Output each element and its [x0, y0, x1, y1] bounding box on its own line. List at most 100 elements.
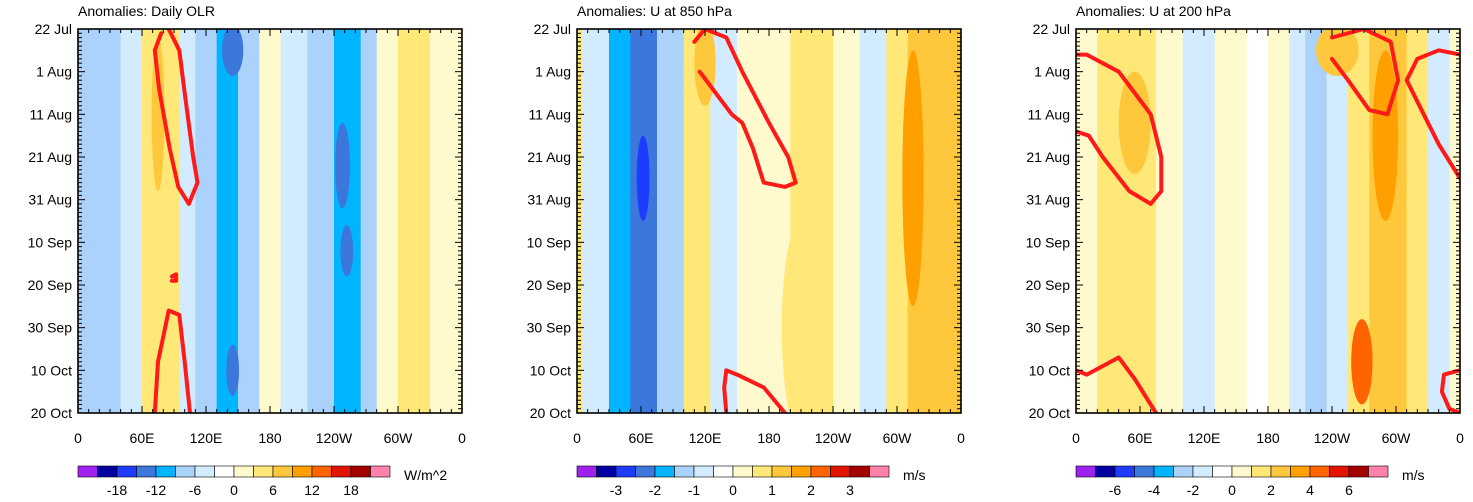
colorbar-label: -4 — [1148, 482, 1161, 497]
colorbar-swatch — [194, 465, 215, 478]
y-tick-label: 20 Sep — [1026, 277, 1071, 293]
anomaly-band — [430, 29, 462, 413]
y-tick-label: 22 Jul — [534, 21, 571, 37]
x-tick-label: 0 — [458, 430, 466, 446]
x-tick-label: 60W — [883, 430, 913, 446]
colorbar-swatch — [635, 465, 656, 478]
y-tick-label: 22 Jul — [35, 21, 72, 37]
colorbar-label: -2 — [649, 482, 662, 497]
x-tick-label: 0 — [573, 430, 581, 446]
colorbar-swatch — [1348, 465, 1369, 478]
y-tick-label: 31 Aug — [527, 192, 571, 208]
x-tick-label: 120W — [1314, 430, 1351, 446]
colorbar-label: 0 — [729, 482, 737, 497]
y-tick-label: 10 Oct — [530, 362, 571, 378]
y-tick-label: 1 Aug — [535, 64, 571, 80]
anomaly-blob — [340, 225, 354, 277]
x-tick-label: 180 — [1256, 430, 1280, 446]
colorbar-units: W/m^2 — [404, 467, 447, 483]
anomaly-blob — [1372, 50, 1399, 221]
anomaly-band — [710, 29, 738, 413]
anomaly-blob — [222, 29, 244, 76]
y-tick-label: 22 Jul — [1033, 21, 1070, 37]
x-tick-label: 120E — [1188, 430, 1221, 446]
anomaly-band — [238, 29, 260, 413]
y-tick-label: 10 Oct — [1029, 362, 1070, 378]
colorbar-swatch — [1212, 465, 1233, 478]
colorbar-swatch — [1290, 465, 1311, 478]
colorbar-label: 2 — [807, 482, 815, 497]
anomaly-band — [1326, 29, 1349, 413]
anomaly-band — [934, 29, 961, 413]
colorbar-swatch — [136, 465, 157, 478]
x-tick-label: 180 — [757, 430, 781, 446]
colorbar-swatch — [810, 465, 831, 478]
anomaly-band — [859, 29, 887, 413]
anomaly-band — [1268, 29, 1290, 413]
plot-area — [1076, 29, 1460, 413]
colorbar-label: -18 — [107, 482, 127, 497]
plot-area — [577, 29, 961, 413]
colorbar-label: 1 — [768, 482, 776, 497]
x-tick-label: 60E — [629, 430, 654, 446]
colorbar-swatch — [576, 465, 597, 478]
significance-contour — [152, 29, 200, 206]
colorbar-swatch — [791, 465, 812, 478]
colorbar: -6 -4 -2 0 2 4 6 m/s — [1075, 465, 1425, 498]
x-tick-label: 60E — [1128, 430, 1153, 446]
colorbar-swatch — [116, 465, 137, 478]
x-tick-label: 0 — [74, 430, 82, 446]
plot-area — [78, 29, 462, 413]
colorbar-label: -6 — [1109, 482, 1122, 497]
colorbar-swatch — [713, 465, 734, 478]
significance-contour — [169, 272, 179, 283]
x-tick-label: 120E — [190, 430, 223, 446]
colorbar-swatch — [97, 465, 118, 478]
significance-contour — [1076, 355, 1158, 413]
significance-contour — [1330, 29, 1401, 117]
anomaly-band — [1214, 29, 1248, 413]
colorbar-swatch — [292, 465, 313, 478]
anomaly-band — [259, 29, 282, 413]
x-tick-label: 60W — [384, 430, 414, 446]
colorbar-swatch — [1270, 465, 1291, 478]
anomaly-band — [833, 29, 861, 413]
colorbar-swatch — [155, 465, 176, 478]
colorbar-label: 2 — [1267, 482, 1275, 497]
anomaly-band — [737, 29, 765, 413]
y-tick-label: 20 Oct — [1029, 405, 1070, 421]
anomaly-band — [334, 29, 362, 413]
anomaly-band — [1076, 29, 1098, 413]
colorbar-label: 4 — [1306, 482, 1314, 497]
significance-contour — [722, 368, 787, 413]
colorbar-swatch — [175, 465, 196, 478]
y-tick-label: 21 Aug — [527, 149, 571, 165]
anomaly-blob — [1118, 71, 1151, 175]
anomaly-band — [582, 29, 610, 413]
x-tick-label: 120E — [689, 430, 722, 446]
colorbar-swatch — [311, 465, 332, 478]
y-tick-label: 10 Sep — [28, 234, 73, 250]
anomaly-band — [280, 29, 308, 413]
y-tick-label: 11 Aug — [29, 106, 72, 122]
colorbar-label: 6 — [269, 482, 277, 497]
colorbar-swatch — [849, 465, 870, 478]
x-tick-label: 180 — [258, 430, 282, 446]
colorbar-label: -2 — [1187, 482, 1200, 497]
colorbar-label: 0 — [230, 482, 238, 497]
colorbar-label: 0 — [1228, 482, 1236, 497]
x-tick-label: 0 — [1072, 430, 1080, 446]
y-tick-label: 30 Sep — [1026, 320, 1071, 336]
colorbar-swatch — [272, 465, 293, 478]
colorbar-label: 12 — [304, 482, 320, 497]
colorbar-swatch — [1368, 465, 1389, 478]
anomaly-band — [1348, 29, 1370, 413]
anomaly-band — [1449, 29, 1460, 413]
chart-title: Anomalies: U at 850 hPa — [577, 3, 732, 19]
colorbar-label: 18 — [343, 482, 359, 497]
colorbar: -18 -12 -6 0 6 12 18 W/m^2 — [77, 465, 447, 498]
anomaly-band — [609, 29, 631, 413]
anomaly-band — [307, 29, 335, 413]
